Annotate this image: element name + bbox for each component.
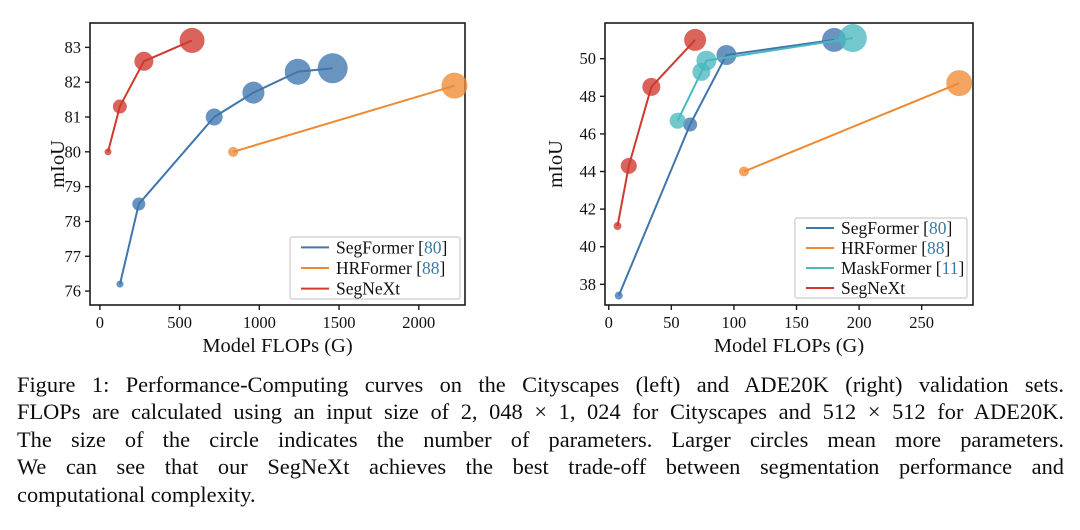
series-line-hrformer [743,82,960,173]
x-tick-label: 2000 [402,313,435,332]
series-line-hrformer [232,84,455,153]
y-tick-label: 77 [65,247,82,266]
y-tick-label: 38 [580,275,597,294]
y-tick-label: 78 [65,212,82,231]
y-tick-label: 48 [580,87,597,106]
citation-number: 11 [942,258,959,278]
data-point-segformer [716,44,737,65]
data-point-maskformer [838,24,867,53]
series-line-segnext [616,39,696,227]
data-point-hrformer [946,70,973,97]
y-tick-label: 40 [580,237,597,256]
legend-box [794,217,968,299]
data-point-maskformer [696,50,717,71]
legend-entry-segformer: SegFormer [80] [841,218,952,238]
data-point-segformer [132,197,146,211]
x-axis-label: Model FLOPs (G) [202,335,352,357]
data-point-segformer [242,81,265,104]
data-point-hrformer [738,166,749,177]
data-point-segformer [317,53,348,84]
x-tick-label: 50 [663,313,680,332]
legend-entry-maskformer: MaskFormer [11] [841,258,964,278]
plot-frame [89,22,466,306]
legend-box [289,236,461,300]
x-axis-label: Model FLOPs (G) [714,335,864,357]
data-point-segformer [683,117,698,132]
plot-frame [604,22,974,306]
ade20k-chart: 0 50 100 150 200 250 38 40 42 44 46 48 50 Model FLOPs… [545,22,974,357]
y-tick-label: 80 [65,142,82,161]
x-tick-label: 0 [605,313,613,332]
data-point-segnext [642,77,661,96]
data-point-hrformer [228,146,239,157]
data-point-segformer [614,291,623,300]
y-axis-label: mIoU [47,140,69,188]
series-line-segnext [107,39,193,153]
caption-line-5: computational complexity. [17,481,256,507]
x-tick-label: 150 [784,313,809,332]
y-axis-label: mIoU [545,140,567,188]
figure-caption: Figure 1: Performance-Computing curves o… [17,371,1064,508]
x-tick-label: 1500 [323,313,356,332]
y-tick-label: 46 [580,124,597,143]
x-tick-label: 500 [167,313,192,332]
data-point-segnext [620,157,637,174]
data-point-segnext [134,51,154,71]
data-point-maskformer [669,112,686,129]
data-point-segformer [284,58,311,85]
y-tick-label: 83 [65,38,82,57]
data-point-segnext [112,99,127,114]
caption-line-4: We can see that our SegNeXt achieves the… [17,454,1064,480]
series-line-segformer [617,38,835,296]
x-tick-label: 1000 [243,313,276,332]
citation-number: 88 [927,238,945,258]
data-point-segnext [104,148,112,156]
y-tick-label: 79 [65,177,82,196]
y-tick-label: 42 [580,200,597,219]
citation-number: 88 [422,258,440,278]
y-tick-label: 76 [65,282,82,301]
caption-line-1: Figure 1: Performance-Computing curves o… [17,372,1064,397]
x-tick-label: 200 [847,313,872,332]
data-point-segnext [179,27,205,53]
figure-1-plots: 0 500 1000 1500 2000 76 77 78 79 80 81 82 83 Model FL… [47,22,974,357]
data-point-segnext [684,28,707,51]
legend-entry-hrformer: HRFormer [88] [336,258,445,278]
y-tick-label: 44 [580,162,597,181]
citation-number: 80 [424,237,442,257]
data-point-hrformer [441,72,468,99]
legend-entry-segformer: SegFormer [80] [336,237,447,257]
y-tick-label: 82 [65,73,82,92]
y-tick-label: 81 [65,108,82,127]
legend-entry-segnext: SegNeXt [841,278,905,298]
caption-line-3: The size of the circle indicates the num… [17,426,1064,452]
cityscapes-chart: 0 500 1000 1500 2000 76 77 78 79 80 81 82 83 Model FL… [47,22,468,357]
data-point-segformer [205,108,223,126]
x-tick-label: 0 [96,313,104,332]
x-tick-label: 100 [722,313,747,332]
data-point-segnext [613,222,622,231]
y-tick-label: 50 [580,49,597,68]
x-tick-label: 250 [909,313,934,332]
legend-entry-segnext: SegNeXt [336,279,400,299]
citation-number: 80 [929,218,947,238]
data-point-segformer [116,280,124,288]
legend-entry-hrformer: HRFormer [88] [841,238,950,258]
caption-line-2: FLOPs are calculated using an input size… [17,399,1064,425]
